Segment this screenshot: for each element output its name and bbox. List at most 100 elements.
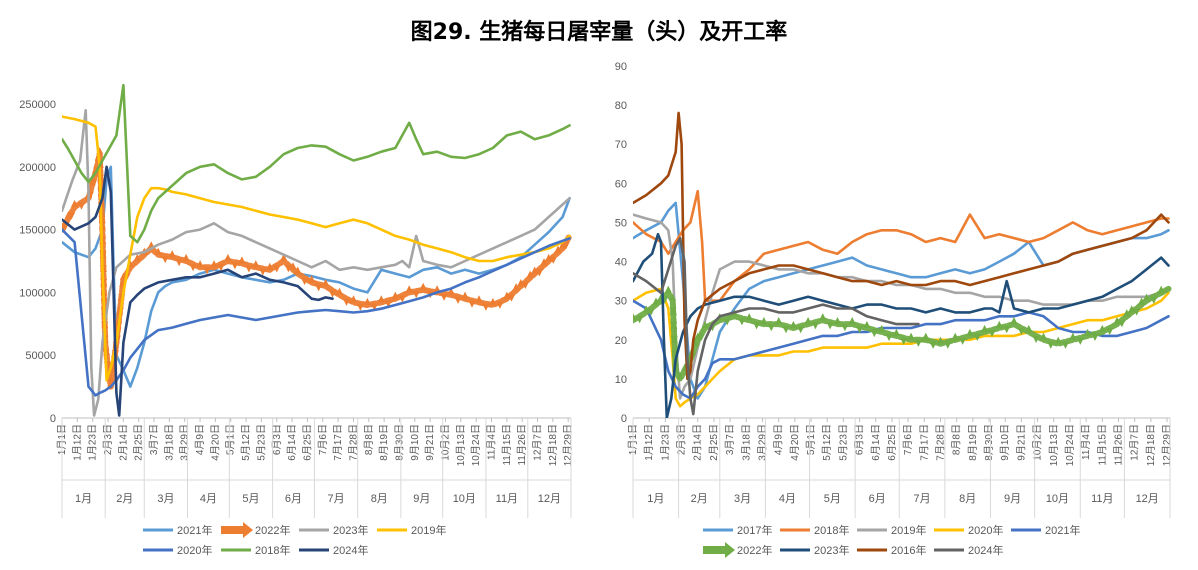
y-tick-label: 150000 bbox=[19, 225, 56, 237]
y-tick-label: 80 bbox=[615, 100, 627, 112]
series-arrow-mark bbox=[760, 316, 768, 325]
series-arrow-mark bbox=[647, 308, 655, 316]
series-arrow-mark bbox=[995, 320, 1003, 329]
month-label: 11月 bbox=[496, 493, 518, 505]
series-arrow-mark bbox=[508, 294, 515, 302]
series-arrow-mark bbox=[1003, 325, 1011, 334]
series-arrow-mark bbox=[1017, 327, 1025, 336]
legend-label: 2019年 bbox=[411, 523, 446, 537]
series-arrow-mark bbox=[1118, 319, 1126, 328]
series-arrow-mark bbox=[652, 297, 660, 305]
legend-label: 2023年 bbox=[333, 523, 368, 537]
x-tick-label: 1月12日 bbox=[71, 424, 83, 461]
series-arrow-mark bbox=[811, 321, 819, 330]
legend-label: 2023年 bbox=[814, 543, 849, 557]
series-arrow-mark bbox=[1032, 335, 1040, 344]
series-arrow-mark bbox=[870, 329, 878, 338]
series-arrow-mark bbox=[745, 313, 753, 321]
x-tick-label: 11月26日 bbox=[1113, 424, 1125, 466]
x-tick-label: 11月26日 bbox=[516, 424, 528, 466]
series-arrow-mark bbox=[545, 253, 553, 262]
series-arrow-mark bbox=[642, 305, 650, 313]
series-arrow-mark bbox=[1084, 328, 1092, 337]
series-arrow-mark bbox=[841, 323, 849, 332]
series-arrow-mark bbox=[489, 297, 497, 306]
month-label: 10月 bbox=[453, 493, 476, 505]
y-tick-label: 200000 bbox=[19, 162, 56, 174]
series-arrow-mark bbox=[531, 266, 539, 274]
x-tick-label: 8月8日 bbox=[363, 424, 375, 455]
series-arrow-mark bbox=[848, 316, 856, 325]
x-tick-label: 5月1日 bbox=[225, 424, 237, 455]
series-arrow-mark bbox=[252, 260, 260, 268]
series-arrow-mark bbox=[562, 241, 570, 250]
x-tick-label: 6月25日 bbox=[886, 424, 898, 461]
legend-label: 2018年 bbox=[255, 543, 290, 557]
legend-swatch bbox=[703, 542, 735, 558]
x-tick-label: 3月7日 bbox=[148, 424, 160, 455]
series-arrow-mark bbox=[1098, 324, 1106, 333]
month-label: 9月 bbox=[1004, 493, 1021, 505]
x-tick-label: 1月12日 bbox=[643, 424, 655, 461]
x-tick-label: 1月23日 bbox=[659, 424, 671, 461]
series-line bbox=[633, 189, 1170, 303]
series-arrow-mark bbox=[350, 295, 357, 303]
x-tick-label: 4月9日 bbox=[194, 424, 206, 455]
x-tick-label: 8月30日 bbox=[983, 424, 995, 461]
series-arrow-mark bbox=[671, 335, 678, 344]
series-arrow-mark bbox=[1062, 341, 1069, 349]
x-tick-label: 12月29日 bbox=[1161, 424, 1173, 466]
x-tick-label: 4月9日 bbox=[773, 424, 785, 455]
series-arrow-mark bbox=[517, 278, 525, 287]
series-arrow-mark bbox=[540, 258, 548, 266]
series-arrow-mark bbox=[959, 337, 967, 345]
series-arrow-mark bbox=[937, 336, 944, 344]
series-arrow-mark bbox=[914, 339, 922, 347]
legend-label: 2022年 bbox=[737, 543, 772, 557]
series-arrow-mark bbox=[405, 285, 413, 293]
series-arrow-mark bbox=[315, 283, 323, 292]
series-line bbox=[633, 213, 1170, 400]
series-arrow-mark bbox=[834, 316, 841, 325]
series-arrow-mark bbox=[363, 297, 371, 306]
series-arrow-mark bbox=[343, 298, 350, 306]
series-arrow-mark bbox=[356, 303, 364, 311]
x-tick-label: 9月21日 bbox=[424, 424, 436, 461]
series-arrow-mark bbox=[676, 371, 684, 380]
series-line bbox=[62, 165, 334, 417]
series-arrow-mark bbox=[1157, 285, 1165, 294]
series-arrow-mark bbox=[245, 265, 253, 273]
legend-label: 2017年 bbox=[737, 523, 772, 537]
series-arrow-mark bbox=[892, 328, 900, 337]
series-arrow-mark bbox=[878, 324, 886, 333]
x-tick-label: 11月4日 bbox=[486, 424, 498, 460]
series-arrow-mark bbox=[482, 303, 490, 311]
series-arrow-mark bbox=[259, 268, 267, 276]
month-label: 4月 bbox=[779, 493, 796, 505]
x-tick-label: 1月23日 bbox=[87, 424, 99, 461]
series-arrow-mark bbox=[767, 323, 775, 332]
month-label: 5月 bbox=[824, 493, 841, 505]
series-arrow-mark bbox=[289, 262, 297, 270]
series-line bbox=[62, 83, 571, 244]
series-arrow-mark bbox=[329, 290, 336, 298]
month-label: 12月 bbox=[1136, 493, 1159, 505]
x-tick-label: 7月17日 bbox=[332, 424, 344, 461]
series-arrow-mark bbox=[1123, 309, 1131, 317]
x-tick-label: 6月14日 bbox=[870, 424, 882, 461]
series-arrow-mark bbox=[863, 320, 871, 329]
series-arrow-mark bbox=[412, 290, 420, 299]
series-arrow-mark bbox=[797, 325, 805, 334]
x-tick-label: 8月19日 bbox=[967, 424, 979, 461]
x-tick-label: 8月19日 bbox=[378, 424, 390, 461]
series-arrow-mark bbox=[377, 295, 385, 303]
y-tick-label: 50000 bbox=[25, 350, 56, 362]
month-label: 6月 bbox=[285, 493, 302, 505]
x-tick-label: 12月18日 bbox=[547, 424, 559, 466]
x-tick-label: 11月4日 bbox=[1080, 424, 1092, 460]
month-label: 7月 bbox=[327, 493, 344, 505]
month-label: 2月 bbox=[116, 493, 133, 505]
series-arrow-mark bbox=[738, 318, 746, 326]
month-label: 1月 bbox=[647, 493, 664, 505]
